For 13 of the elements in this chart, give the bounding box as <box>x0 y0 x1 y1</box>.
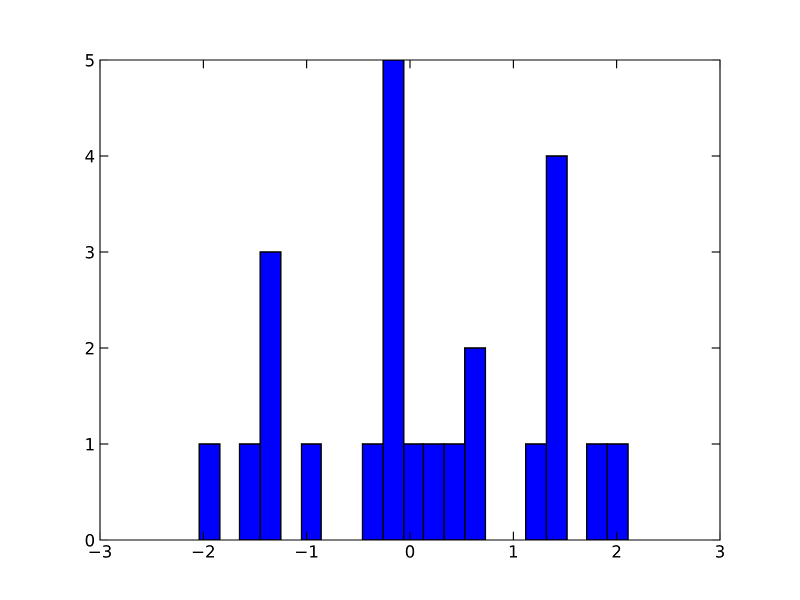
y-tick-label: 0 <box>86 534 94 547</box>
y-tick-label: 3 <box>86 246 94 259</box>
y-tick-label: 2 <box>86 342 94 354</box>
x-tick-label: 0 <box>406 545 414 558</box>
x-tick-label: 1 <box>510 545 518 558</box>
y-tick-label: 1 <box>86 438 94 450</box>
x-tick-label: −1 <box>296 545 318 558</box>
y-tick-label: 5 <box>86 54 94 67</box>
x-tick-label: 2 <box>612 545 620 558</box>
x-tick-label: 3 <box>716 545 724 558</box>
x-tick-label: −3 <box>89 545 111 558</box>
x-tick-label: −2 <box>192 545 214 558</box>
y-tick-label: 4 <box>85 150 94 162</box>
